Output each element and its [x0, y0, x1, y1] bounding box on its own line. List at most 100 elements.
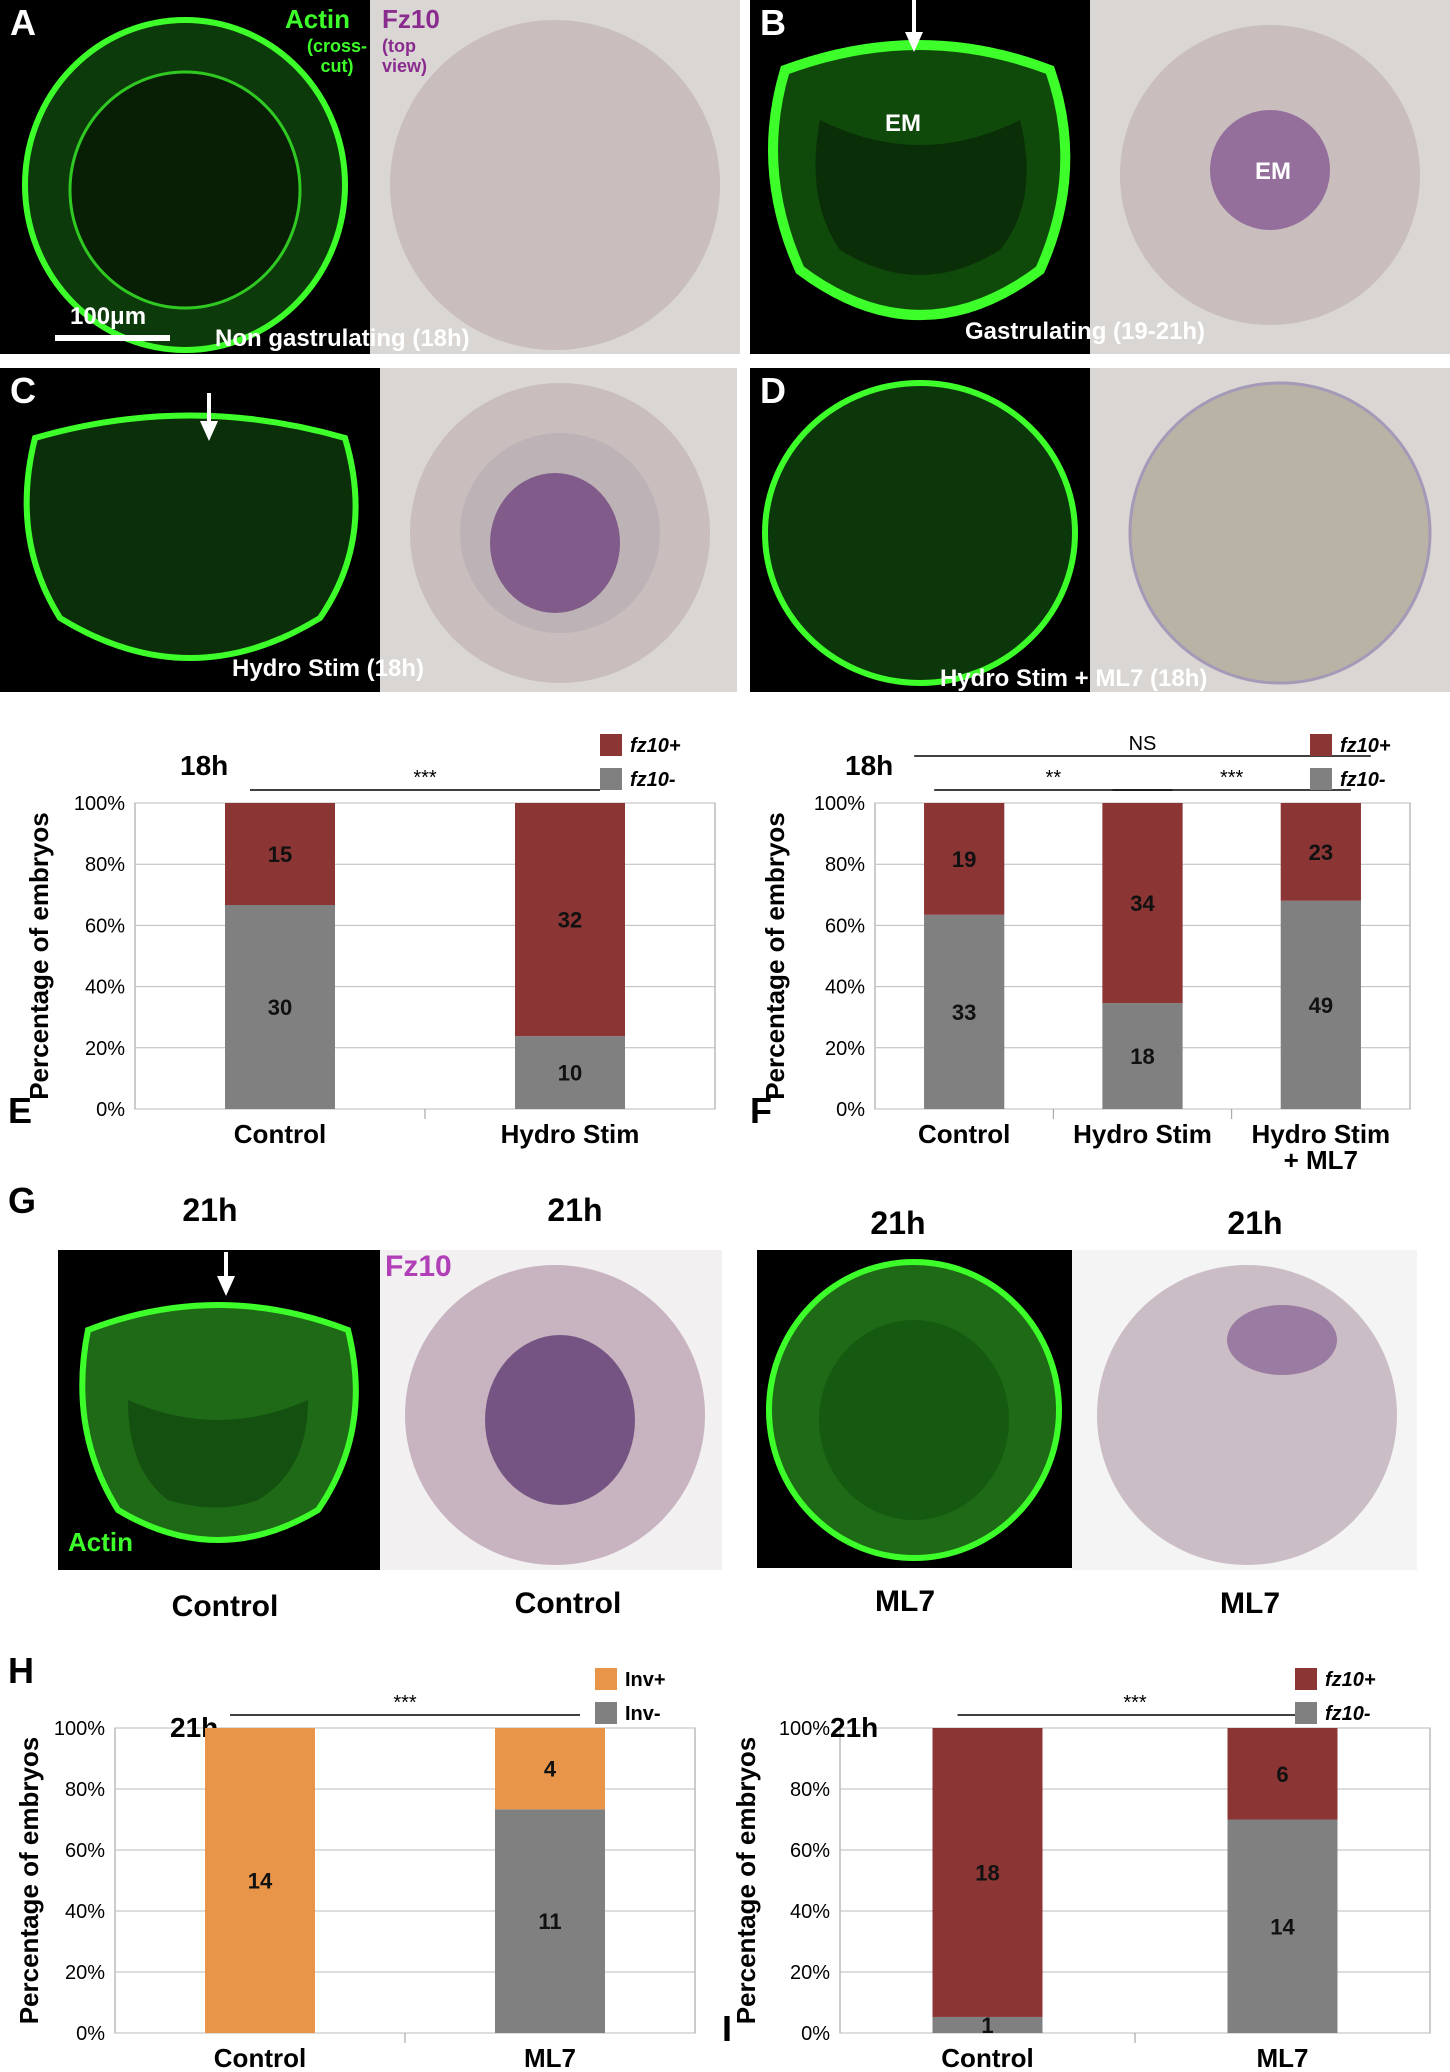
bar-segment [515, 803, 625, 1037]
y-tick-label: 0% [801, 2023, 830, 2045]
panel-c-fz10-image [380, 368, 737, 692]
panel-f-letter: F [750, 1090, 772, 1131]
y-tick-label: 20% [65, 1962, 105, 1984]
bar-segment [1227, 1728, 1338, 1820]
bar-segment [225, 905, 335, 1109]
bar-segment [205, 1728, 315, 2033]
panel-g-letter: G [8, 1180, 37, 1221]
data-label: 18 [975, 1860, 999, 1885]
y-axis-label: Percentage of embryos [24, 812, 54, 1100]
bar-segment [924, 803, 1005, 915]
x-tick-label: Hydro Stim [1251, 1119, 1390, 1149]
data-label: 10 [558, 1061, 582, 1086]
x-tick-label: Control [918, 1119, 1010, 1149]
plot-area [114, 1727, 696, 2034]
arrow-icon-g [217, 1252, 235, 1296]
data-label: 32 [558, 908, 582, 933]
panel-a-caption: Non gastrulating (18h) [215, 325, 470, 352]
embryo-fz10-b [1120, 25, 1420, 325]
y-axis-label: Percentage of embryos [731, 1737, 761, 2025]
x-tick-label: ML7 [524, 2043, 576, 2072]
panel-d-fz10-image [1090, 368, 1450, 692]
y-tick-label: 80% [790, 1779, 830, 1801]
bar-segment [1280, 900, 1361, 1109]
y-tick-label: 40% [790, 1901, 830, 1923]
data-label: 6 [1276, 1762, 1288, 1787]
y-tick-label: 100% [814, 793, 865, 815]
actin-label-g: Actin [68, 1527, 133, 1557]
g-header-2: 21h [547, 1192, 603, 1228]
x-tick-label: + ML7 [1284, 1145, 1358, 1170]
panel-i-letter: I [722, 2008, 733, 2049]
x-tick-label: Control [941, 2043, 1033, 2072]
legend-label: fz10+ [1340, 735, 1391, 757]
significance-label: ** [1046, 767, 1062, 789]
fz10-note-a: (top view) [382, 36, 428, 76]
panel-b-caption: Gastrulating (19-21h) [965, 318, 1206, 345]
data-label: 11 [538, 1909, 561, 1934]
legend-label: fz10- [630, 769, 676, 791]
y-tick-label: 40% [65, 1901, 105, 1923]
data-label: 15 [268, 842, 292, 867]
y-tick-label: 80% [65, 1779, 105, 1801]
chart-f: 0% 20% 40% 60% 80% 100% Percentage of embryos 1… [760, 733, 1411, 1170]
data-label: 33 [952, 1000, 976, 1025]
legend-label: Inv- [625, 1703, 661, 1725]
y-tick-label: 100% [54, 1718, 105, 1740]
x-tick-label: Hydro Stim [501, 1119, 640, 1149]
legend-swatch [1310, 768, 1332, 790]
embryo-actin-a [22, 17, 348, 353]
bar-segment [1280, 803, 1361, 901]
bar-segment [924, 914, 1005, 1109]
panel-a-letter: A [10, 2, 36, 43]
x-tick-label: Control [214, 2043, 306, 2072]
legend-label: fz10+ [1325, 1669, 1376, 1691]
panel-h-letter: H [8, 1650, 34, 1691]
panel-g-ml7-actin [757, 1250, 1072, 1568]
y-tick-label: 80% [85, 854, 125, 876]
legend-swatch [1295, 1702, 1317, 1724]
y-tick-label: 40% [825, 977, 865, 999]
plot-area [839, 1727, 1431, 2034]
em-label-right: EM [1255, 158, 1291, 185]
significance-label: *** [413, 767, 437, 789]
panel-c-caption: Hydro Stim (18h) [232, 655, 425, 682]
data-label: 34 [1130, 891, 1155, 916]
g-caption-4: ML7 [1220, 1587, 1280, 1620]
y-tick-label: 0% [76, 2023, 105, 2045]
panel-c-letter: C [10, 370, 36, 411]
y-tick-label: 80% [825, 854, 865, 876]
fz10-label-a: Fz10 [382, 4, 440, 34]
embryo-fz10-d [1128, 381, 1432, 685]
data-label: 23 [1309, 840, 1333, 865]
embryo-fz10-g-ml7 [1097, 1265, 1397, 1565]
legend-swatch [600, 768, 622, 790]
data-label: 18 [1130, 1044, 1154, 1069]
g-header-3: 21h [870, 1205, 926, 1241]
embryo-actin-g-control [79, 1302, 359, 1543]
data-label: 4 [544, 1757, 557, 1782]
chart-title: 21h [830, 1712, 878, 1743]
g-caption-3: ML7 [875, 1585, 935, 1618]
panel-g-ml7-fz10 [1072, 1250, 1417, 1570]
bar-segment [932, 2016, 1043, 2033]
bar-segment [1227, 1819, 1338, 2033]
embryo-fz10-c [410, 383, 710, 683]
panel-d-letter: D [760, 370, 786, 411]
arrow-icon-b [905, 0, 923, 52]
chart-title: 18h [845, 750, 893, 781]
y-tick-label: 0% [96, 1099, 125, 1121]
chart-e: 0% 20% 40% 60% 80% 100% Percentage of embryos 1… [24, 734, 716, 1149]
panel-a-fz10-image [370, 0, 740, 354]
g-header-4: 21h [1227, 1205, 1283, 1241]
panel-c-actin-image [0, 368, 380, 692]
panel-a-actin-image [0, 0, 370, 354]
y-tick-label: 20% [825, 1038, 865, 1060]
bar-segment [1102, 1003, 1183, 1109]
chart-title: 18h [180, 750, 228, 781]
y-tick-label: 60% [790, 1840, 830, 1862]
plot-area [134, 802, 716, 1110]
actin-note: (cross-cut) [306, 36, 368, 76]
data-label: 1 [981, 2013, 993, 2038]
actin-label: Actin [285, 4, 350, 34]
